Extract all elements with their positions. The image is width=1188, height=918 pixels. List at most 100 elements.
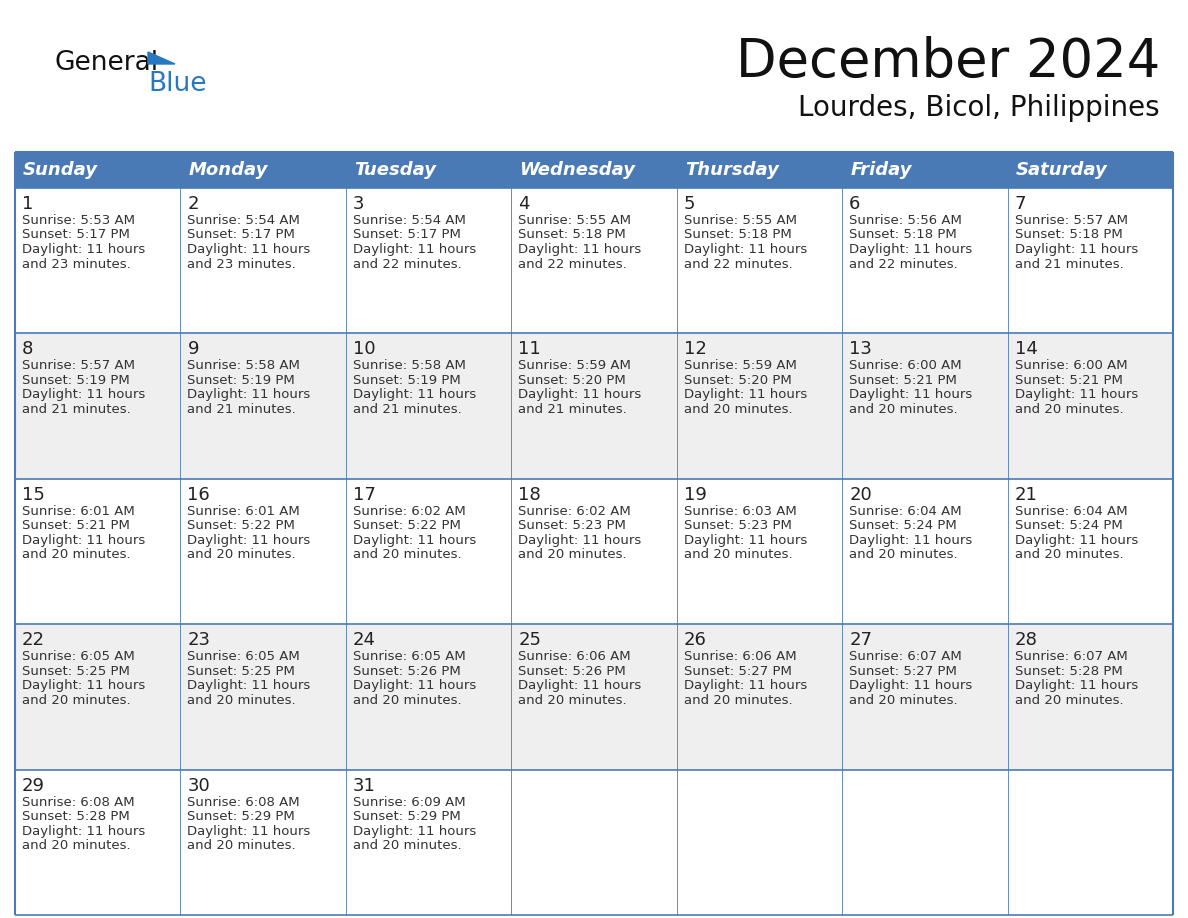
Text: 14: 14 bbox=[1015, 341, 1037, 358]
Text: Sunset: 5:20 PM: Sunset: 5:20 PM bbox=[684, 374, 791, 386]
Bar bbox=[842, 624, 1007, 769]
Text: Lourdes, Bicol, Philippines: Lourdes, Bicol, Philippines bbox=[798, 94, 1159, 122]
Text: 15: 15 bbox=[23, 486, 45, 504]
Text: and 20 minutes.: and 20 minutes. bbox=[23, 694, 131, 707]
Text: Sunset: 5:21 PM: Sunset: 5:21 PM bbox=[1015, 374, 1123, 386]
Text: 6: 6 bbox=[849, 195, 860, 213]
Text: Wednesday: Wednesday bbox=[519, 161, 636, 179]
Text: Daylight: 11 hours: Daylight: 11 hours bbox=[684, 679, 807, 692]
Text: Daylight: 11 hours: Daylight: 11 hours bbox=[1015, 533, 1138, 547]
Text: 29: 29 bbox=[23, 777, 45, 795]
Text: Sunrise: 5:53 AM: Sunrise: 5:53 AM bbox=[23, 214, 135, 227]
Text: Tuesday: Tuesday bbox=[354, 161, 436, 179]
Bar bbox=[346, 479, 511, 624]
Text: Daylight: 11 hours: Daylight: 11 hours bbox=[684, 243, 807, 256]
Text: Daylight: 11 hours: Daylight: 11 hours bbox=[518, 533, 642, 547]
Text: Sunrise: 6:02 AM: Sunrise: 6:02 AM bbox=[353, 505, 466, 518]
Text: Daylight: 11 hours: Daylight: 11 hours bbox=[23, 824, 145, 837]
Text: 12: 12 bbox=[684, 341, 707, 358]
Text: and 20 minutes.: and 20 minutes. bbox=[849, 548, 958, 561]
Bar bbox=[1007, 624, 1173, 769]
Text: 17: 17 bbox=[353, 486, 375, 504]
Text: 23: 23 bbox=[188, 632, 210, 649]
Text: 2: 2 bbox=[188, 195, 198, 213]
Bar bbox=[346, 769, 511, 915]
Text: and 20 minutes.: and 20 minutes. bbox=[849, 694, 958, 707]
Text: Sunday: Sunday bbox=[23, 161, 97, 179]
Text: 10: 10 bbox=[353, 341, 375, 358]
Bar bbox=[15, 624, 181, 769]
Bar bbox=[842, 769, 1007, 915]
Text: 18: 18 bbox=[518, 486, 541, 504]
Bar bbox=[346, 624, 511, 769]
Text: Daylight: 11 hours: Daylight: 11 hours bbox=[1015, 679, 1138, 692]
Text: Sunrise: 6:05 AM: Sunrise: 6:05 AM bbox=[188, 650, 301, 663]
Text: 13: 13 bbox=[849, 341, 872, 358]
Text: Friday: Friday bbox=[851, 161, 911, 179]
Text: Sunset: 5:18 PM: Sunset: 5:18 PM bbox=[518, 229, 626, 241]
Text: Daylight: 11 hours: Daylight: 11 hours bbox=[518, 679, 642, 692]
Text: Sunset: 5:29 PM: Sunset: 5:29 PM bbox=[353, 810, 461, 823]
Text: and 20 minutes.: and 20 minutes. bbox=[188, 548, 296, 561]
Text: and 22 minutes.: and 22 minutes. bbox=[684, 258, 792, 271]
Text: Sunrise: 5:58 AM: Sunrise: 5:58 AM bbox=[188, 360, 301, 373]
Text: Daylight: 11 hours: Daylight: 11 hours bbox=[353, 824, 476, 837]
Text: Sunset: 5:24 PM: Sunset: 5:24 PM bbox=[849, 520, 956, 532]
Bar bbox=[346, 152, 511, 188]
Text: Sunset: 5:23 PM: Sunset: 5:23 PM bbox=[684, 520, 791, 532]
Text: Sunset: 5:17 PM: Sunset: 5:17 PM bbox=[188, 229, 296, 241]
Text: Daylight: 11 hours: Daylight: 11 hours bbox=[188, 533, 311, 547]
Bar bbox=[842, 333, 1007, 479]
Text: Daylight: 11 hours: Daylight: 11 hours bbox=[23, 243, 145, 256]
Bar bbox=[677, 152, 842, 188]
Text: Sunrise: 6:03 AM: Sunrise: 6:03 AM bbox=[684, 505, 796, 518]
Text: 5: 5 bbox=[684, 195, 695, 213]
Text: Sunset: 5:27 PM: Sunset: 5:27 PM bbox=[684, 665, 791, 677]
Text: Sunset: 5:19 PM: Sunset: 5:19 PM bbox=[353, 374, 461, 386]
Bar bbox=[511, 769, 677, 915]
Text: Sunset: 5:17 PM: Sunset: 5:17 PM bbox=[353, 229, 461, 241]
Text: Sunset: 5:25 PM: Sunset: 5:25 PM bbox=[23, 665, 129, 677]
Text: Daylight: 11 hours: Daylight: 11 hours bbox=[518, 243, 642, 256]
Bar bbox=[511, 624, 677, 769]
Text: Sunrise: 5:54 AM: Sunrise: 5:54 AM bbox=[353, 214, 466, 227]
Text: Sunset: 5:18 PM: Sunset: 5:18 PM bbox=[849, 229, 956, 241]
Bar bbox=[677, 479, 842, 624]
Text: 28: 28 bbox=[1015, 632, 1037, 649]
Text: and 20 minutes.: and 20 minutes. bbox=[849, 403, 958, 416]
Text: Sunrise: 6:06 AM: Sunrise: 6:06 AM bbox=[518, 650, 631, 663]
Text: Daylight: 11 hours: Daylight: 11 hours bbox=[353, 388, 476, 401]
Text: Sunset: 5:18 PM: Sunset: 5:18 PM bbox=[684, 229, 791, 241]
Text: Daylight: 11 hours: Daylight: 11 hours bbox=[353, 243, 476, 256]
Text: Sunrise: 5:55 AM: Sunrise: 5:55 AM bbox=[518, 214, 631, 227]
Text: and 20 minutes.: and 20 minutes. bbox=[23, 839, 131, 852]
Text: and 22 minutes.: and 22 minutes. bbox=[353, 258, 462, 271]
Text: and 20 minutes.: and 20 minutes. bbox=[188, 694, 296, 707]
Text: Sunrise: 6:04 AM: Sunrise: 6:04 AM bbox=[849, 505, 962, 518]
Text: Sunset: 5:18 PM: Sunset: 5:18 PM bbox=[1015, 229, 1123, 241]
Text: Daylight: 11 hours: Daylight: 11 hours bbox=[849, 388, 973, 401]
Text: Sunrise: 5:59 AM: Sunrise: 5:59 AM bbox=[518, 360, 631, 373]
Bar bbox=[511, 333, 677, 479]
Bar bbox=[15, 333, 181, 479]
Text: 1: 1 bbox=[23, 195, 33, 213]
Text: Sunrise: 6:04 AM: Sunrise: 6:04 AM bbox=[1015, 505, 1127, 518]
Text: and 20 minutes.: and 20 minutes. bbox=[1015, 694, 1123, 707]
Text: December 2024: December 2024 bbox=[735, 36, 1159, 88]
Text: 20: 20 bbox=[849, 486, 872, 504]
Bar bbox=[15, 769, 181, 915]
Text: Sunset: 5:27 PM: Sunset: 5:27 PM bbox=[849, 665, 958, 677]
Text: and 20 minutes.: and 20 minutes. bbox=[684, 548, 792, 561]
Text: Sunset: 5:25 PM: Sunset: 5:25 PM bbox=[188, 665, 296, 677]
Text: Monday: Monday bbox=[189, 161, 267, 179]
Bar bbox=[677, 769, 842, 915]
Text: Daylight: 11 hours: Daylight: 11 hours bbox=[188, 243, 311, 256]
Text: Daylight: 11 hours: Daylight: 11 hours bbox=[1015, 243, 1138, 256]
Bar bbox=[1007, 479, 1173, 624]
Text: Daylight: 11 hours: Daylight: 11 hours bbox=[849, 533, 973, 547]
Text: 30: 30 bbox=[188, 777, 210, 795]
Bar bbox=[1007, 152, 1173, 188]
Text: Daylight: 11 hours: Daylight: 11 hours bbox=[23, 388, 145, 401]
Text: Sunrise: 6:00 AM: Sunrise: 6:00 AM bbox=[849, 360, 962, 373]
Text: General: General bbox=[55, 50, 159, 76]
